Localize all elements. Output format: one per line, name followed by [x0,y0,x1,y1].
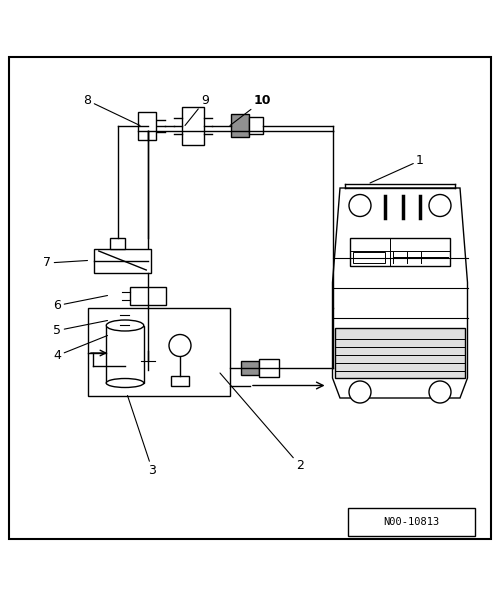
Text: 6: 6 [54,296,108,312]
Bar [231,114,249,136]
Bar [259,359,279,377]
Bar [348,508,475,535]
Text: 3: 3 [128,396,156,477]
Text: 4: 4 [54,336,108,362]
Circle shape [429,381,451,403]
Bar [352,252,385,263]
Text: 7: 7 [44,256,88,269]
Bar [171,375,189,386]
Bar [138,112,156,139]
Circle shape [349,381,371,403]
Text: 8: 8 [84,94,140,126]
Text: 1: 1 [370,154,424,183]
Text: 9: 9 [185,94,209,126]
Bar [350,238,450,265]
Text: 5: 5 [54,321,108,337]
Bar [130,287,166,305]
Bar [106,325,144,383]
Bar [335,328,465,378]
Bar [132,333,164,351]
Bar [128,310,166,330]
Polygon shape [332,188,468,398]
Bar [241,361,259,375]
Text: 10: 10 [230,94,271,126]
Bar [88,308,230,396]
Ellipse shape [106,378,144,387]
Bar [94,249,151,272]
Bar [110,237,125,249]
Bar [142,361,152,370]
Ellipse shape [106,320,144,331]
Bar [182,107,204,144]
Bar [249,117,263,134]
Text: 2: 2 [220,373,304,472]
Text: N00-10813: N00-10813 [383,517,439,527]
